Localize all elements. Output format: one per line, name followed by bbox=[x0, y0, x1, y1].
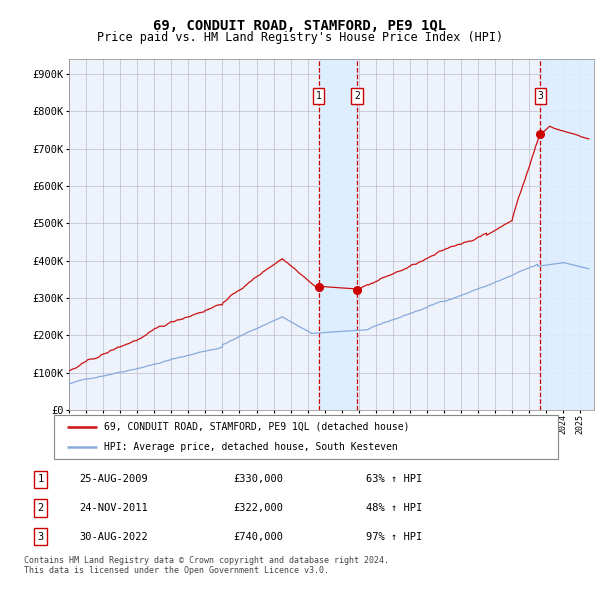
Text: 97% ↑ HPI: 97% ↑ HPI bbox=[366, 532, 422, 542]
Text: £330,000: £330,000 bbox=[234, 474, 284, 484]
Text: 63% ↑ HPI: 63% ↑ HPI bbox=[366, 474, 422, 484]
Text: Price paid vs. HM Land Registry's House Price Index (HPI): Price paid vs. HM Land Registry's House … bbox=[97, 31, 503, 44]
Text: 3: 3 bbox=[538, 91, 544, 101]
Text: 1: 1 bbox=[316, 91, 322, 101]
Text: 69, CONDUIT ROAD, STAMFORD, PE9 1QL: 69, CONDUIT ROAD, STAMFORD, PE9 1QL bbox=[154, 19, 446, 33]
Text: 25-AUG-2009: 25-AUG-2009 bbox=[79, 474, 148, 484]
Bar bbox=[541, 59, 594, 410]
Text: 2: 2 bbox=[37, 503, 44, 513]
Text: 3: 3 bbox=[37, 532, 44, 542]
Text: Contains HM Land Registry data © Crown copyright and database right 2024.
This d: Contains HM Land Registry data © Crown c… bbox=[24, 556, 389, 575]
Text: 48% ↑ HPI: 48% ↑ HPI bbox=[366, 503, 422, 513]
Text: HPI: Average price, detached house, South Kesteven: HPI: Average price, detached house, Sout… bbox=[104, 442, 398, 452]
Text: £322,000: £322,000 bbox=[234, 503, 284, 513]
Text: 69, CONDUIT ROAD, STAMFORD, PE9 1QL (detached house): 69, CONDUIT ROAD, STAMFORD, PE9 1QL (det… bbox=[104, 422, 410, 432]
Text: 1: 1 bbox=[37, 474, 44, 484]
Text: £740,000: £740,000 bbox=[234, 532, 284, 542]
Bar bbox=[319, 59, 357, 410]
Text: 30-AUG-2022: 30-AUG-2022 bbox=[79, 532, 148, 542]
Text: 2: 2 bbox=[354, 91, 360, 101]
Text: 24-NOV-2011: 24-NOV-2011 bbox=[79, 503, 148, 513]
